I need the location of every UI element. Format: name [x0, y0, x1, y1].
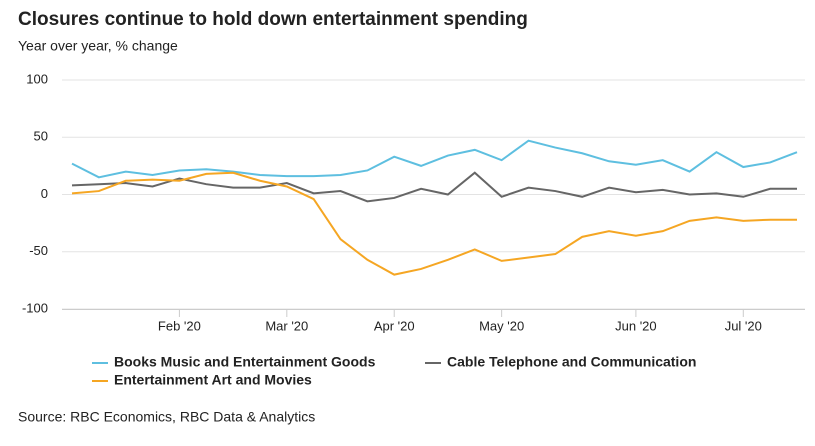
y-tick-label: -100: [22, 300, 48, 315]
chart-subtitle: Year over year, % change: [18, 38, 178, 54]
source: Source: RBC Economics, RBC Data & Analyt…: [18, 409, 315, 425]
x-tick-label: Apr '20: [374, 318, 415, 333]
series-line: [71, 171, 797, 276]
x-tick-label: Feb '20: [158, 318, 201, 333]
legend-label: Books Music and Entertainment Goods: [114, 354, 376, 370]
y-tick-label: 50: [34, 129, 48, 144]
legend-label: Cable Telephone and Communication: [447, 354, 696, 370]
x-tick-label: Jun '20: [615, 318, 657, 333]
legend-label: Entertainment Art and Movies: [114, 372, 312, 388]
chart-title: Closures continue to hold down entertain…: [18, 9, 528, 30]
series-line: [71, 139, 798, 179]
x-tick-label: Jul '20: [725, 318, 762, 333]
y-tick-label: -50: [29, 243, 48, 258]
series-line: [71, 171, 797, 203]
x-tick-label: May '20: [479, 318, 524, 333]
x-tick-label: Mar '20: [265, 318, 308, 333]
y-tick-label: 100: [26, 71, 48, 86]
y-tick-label: 0: [41, 186, 48, 201]
